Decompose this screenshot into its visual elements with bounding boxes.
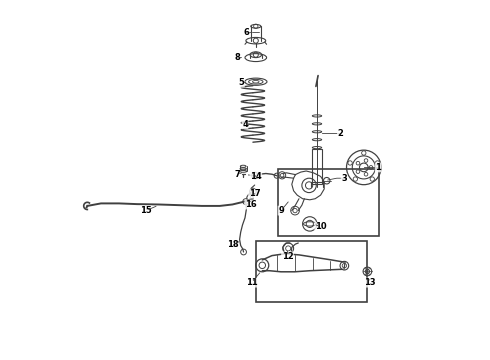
Text: 4: 4 xyxy=(242,120,248,129)
Text: 7: 7 xyxy=(234,170,240,179)
Text: 9: 9 xyxy=(278,206,284,215)
Text: 1: 1 xyxy=(375,163,381,172)
Text: 13: 13 xyxy=(365,278,376,287)
Text: 12: 12 xyxy=(282,252,294,261)
Text: 16: 16 xyxy=(245,200,257,209)
Text: 6: 6 xyxy=(244,28,250,37)
Text: 17: 17 xyxy=(248,189,260,198)
Text: 5: 5 xyxy=(239,78,245,87)
Text: 2: 2 xyxy=(338,129,343,138)
Bar xyxy=(256,241,367,302)
Text: 15: 15 xyxy=(140,206,152,215)
Bar xyxy=(278,169,379,236)
Text: 3: 3 xyxy=(341,174,347,183)
Text: 14: 14 xyxy=(250,172,262,181)
Text: 18: 18 xyxy=(227,240,239,249)
Text: 10: 10 xyxy=(315,222,326,231)
Text: 8: 8 xyxy=(234,53,240,62)
Bar xyxy=(312,149,321,184)
Text: 11: 11 xyxy=(245,278,257,287)
